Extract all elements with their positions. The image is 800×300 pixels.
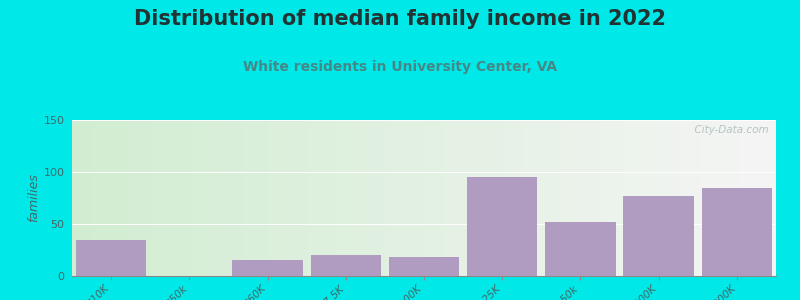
Bar <box>467 177 538 276</box>
Text: Distribution of median family income in 2022: Distribution of median family income in … <box>134 9 666 29</box>
Bar <box>389 257 459 276</box>
Bar <box>702 188 772 276</box>
Text: White residents in University Center, VA: White residents in University Center, VA <box>243 60 557 74</box>
Y-axis label: families: families <box>27 174 41 222</box>
Text: City-Data.com: City-Data.com <box>688 125 769 135</box>
Bar <box>76 240 146 276</box>
Bar <box>546 222 616 276</box>
Bar <box>310 255 381 276</box>
Bar <box>232 260 302 276</box>
Bar <box>623 196 694 276</box>
